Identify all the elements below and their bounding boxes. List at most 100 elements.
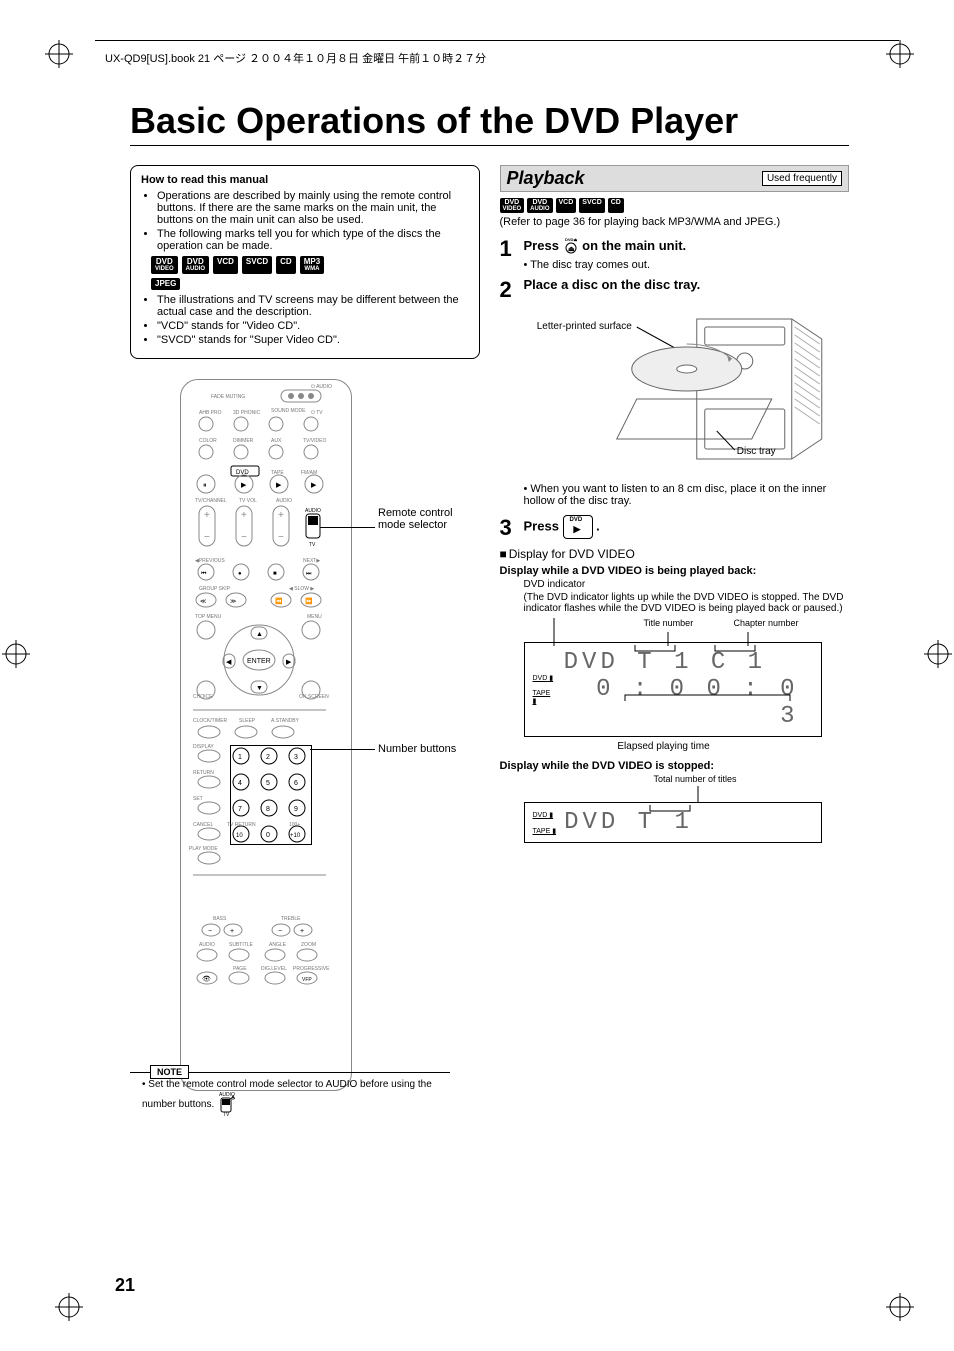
playing-heading: Display while a DVD VIDEO is being playe…	[500, 565, 850, 577]
callout-mode-selector: Remote control mode selector	[378, 507, 468, 531]
format-badge: CD	[608, 198, 624, 213]
reg-mark-icon	[886, 1293, 914, 1321]
svg-text:TV: TV	[223, 1112, 230, 1116]
svg-text:FADE MUTING: FADE MUTING	[211, 394, 245, 400]
remote-svg: FADE MUTING ⏻ AUDIO AHB PRO 3D PHONIC SO…	[181, 380, 351, 1090]
dvd-play-button-icon	[563, 515, 593, 539]
right-column: Playback Used frequently DVDVIDEO DVDAUD…	[500, 165, 850, 1261]
display-for-heading: Display for DVD VIDEO	[500, 547, 850, 561]
svg-text:ANGLE: ANGLE	[269, 942, 287, 948]
step-2: 2 Place a disc on the disc tray.	[500, 277, 850, 303]
reg-mark-icon	[2, 640, 30, 668]
howto-bullet: Operations are described by mainly using…	[157, 190, 469, 226]
format-badge: CD	[276, 256, 296, 274]
svg-text:AHB PRO: AHB PRO	[199, 410, 222, 416]
note-text: Set the remote control mode selector to …	[130, 1079, 450, 1119]
device-figure: Letter-printed surface	[524, 309, 850, 479]
step1-text: Press DVD⏏⏏ on the main unit.	[524, 236, 687, 257]
svg-text:+: +	[241, 510, 247, 521]
svg-text:DIMMER: DIMMER	[233, 438, 254, 444]
svg-text:TV VOL: TV VOL	[239, 498, 257, 504]
format-badge: DVDVIDEO	[151, 256, 178, 274]
format-badge: VCD	[213, 256, 238, 274]
svg-text:+: +	[230, 928, 234, 935]
howto-bullet: "SVCD" stands for "Super Video CD".	[157, 334, 469, 346]
svg-text:PLAY MODE: PLAY MODE	[189, 846, 218, 852]
svg-text:DISPLAY: DISPLAY	[193, 744, 214, 750]
svg-text:SOUND MODE: SOUND MODE	[271, 408, 306, 414]
step3-text: Press .	[524, 515, 600, 539]
svg-text:⏮: ⏮	[201, 571, 207, 577]
svg-text:SET: SET	[193, 796, 203, 802]
svg-text:AUDIO: AUDIO	[305, 508, 321, 514]
display2-top-labels: Total number of titles	[524, 774, 850, 798]
svg-text:AUDIO: AUDIO	[276, 498, 292, 504]
reg-mark-icon	[924, 640, 952, 668]
svg-text:−: −	[204, 532, 210, 543]
badge-row: DVDVIDEO DVDAUDIO VCD SVCD CD	[500, 198, 850, 213]
svg-text:GROUP SKIP: GROUP SKIP	[199, 586, 231, 592]
note-box: NOTE Set the remote control mode selecto…	[130, 1072, 450, 1119]
header-rule	[95, 40, 899, 41]
howto-heading: How to read this manual	[141, 174, 469, 186]
svg-text:ENTER: ENTER	[247, 658, 271, 665]
svg-text:◀: ◀	[226, 659, 232, 666]
display-top-labels: Title number Chapter number	[524, 618, 850, 638]
svg-text:SLEEP: SLEEP	[239, 718, 256, 724]
svg-text:⏸: ⏸	[203, 482, 207, 489]
svg-text:▲: ▲	[256, 631, 263, 638]
svg-text:−: −	[278, 928, 282, 935]
svg-text:⏭: ⏭	[306, 571, 312, 577]
svg-text:+: +	[300, 928, 304, 935]
note-tag: NOTE	[150, 1065, 189, 1079]
svg-text:PROGRESSIVE: PROGRESSIVE	[293, 966, 330, 972]
mode-switch-icon: AUDIO TV	[219, 1090, 235, 1119]
svg-text:TOP MENU: TOP MENU	[195, 614, 222, 620]
howto-bullet: "VCD" stands for "Video CD".	[157, 320, 469, 332]
step1-sub: • The disc tray comes out.	[524, 259, 687, 271]
display-stopped: DVD ▮ TAPE ▮ DVD T 1	[524, 802, 822, 843]
svg-text:SUBTITLE: SUBTITLE	[229, 942, 254, 948]
svg-text:RETURN: RETURN	[193, 770, 214, 776]
svg-text:▶: ▶	[241, 482, 247, 489]
svg-text:⏏: ⏏	[568, 246, 575, 253]
howto-box: How to read this manual Operations are d…	[130, 165, 480, 359]
howto-bullet: The illustrations and TV screens may be …	[157, 294, 469, 318]
format-badge: DVDVIDEO	[500, 198, 525, 213]
svg-text:◀PREVIOUS: ◀PREVIOUS	[195, 558, 225, 564]
step2-sub: • When you want to listen to an 8 cm dis…	[524, 483, 850, 507]
svg-text:TV/VIDEO: TV/VIDEO	[303, 438, 326, 444]
playback-section-bar: Playback Used frequently	[500, 165, 850, 192]
svg-text:▶: ▶	[276, 482, 282, 489]
callout-line	[310, 749, 375, 750]
svg-text:NEXT▶: NEXT▶	[303, 558, 320, 564]
svg-text:BASS: BASS	[213, 916, 227, 922]
left-column: How to read this manual Operations are d…	[130, 165, 480, 1261]
eject-icon: DVD⏏⏏	[563, 236, 579, 257]
svg-text:👁: 👁	[202, 975, 211, 983]
refer-text: (Refer to page 36 for playing back MP3/W…	[500, 216, 850, 228]
svg-text:+: +	[204, 510, 210, 521]
reg-mark-icon	[886, 40, 914, 68]
svg-text:−: −	[278, 532, 284, 543]
step-number: 3	[500, 515, 524, 541]
letter-surface-label: Letter-printed surface	[536, 321, 631, 332]
dvd-indicator-note: (The DVD indicator lights up while the D…	[524, 592, 850, 614]
svg-text:A.STANDBY: A.STANDBY	[271, 718, 300, 724]
step-number: 1	[500, 236, 524, 271]
svg-text:VFP: VFP	[302, 977, 312, 983]
format-badge: SVCD	[242, 256, 272, 274]
howto-bullet: The following marks tell you for which t…	[157, 228, 469, 252]
format-badge: DVDAUDIO	[527, 198, 552, 213]
svg-text:⏻ AUDIO: ⏻ AUDIO	[311, 384, 332, 390]
stopped-heading: Display while the DVD VIDEO is stopped:	[500, 760, 850, 772]
display-playing: DVD ▮ TAPE ▮ DVD T 1 C 1 0 : 0 0 : 0 3	[524, 642, 822, 737]
tape-indicator: TAPE ▮	[533, 690, 556, 705]
step-1: 1 Press DVD⏏⏏ on the main unit. • The di…	[500, 236, 850, 271]
format-badge: VCD	[556, 198, 577, 213]
page-title: Basic Operations of the DVD Player	[130, 100, 738, 142]
svg-text:●: ●	[238, 571, 242, 577]
svg-text:▶: ▶	[286, 659, 292, 666]
callout-line	[320, 527, 375, 528]
title-rule	[130, 145, 849, 146]
